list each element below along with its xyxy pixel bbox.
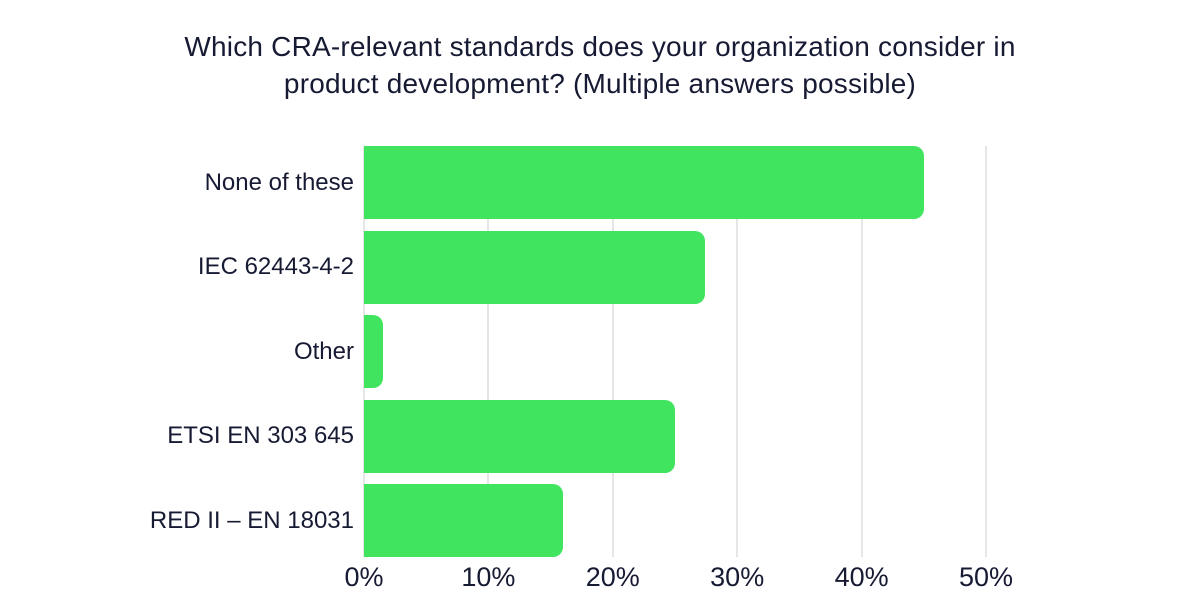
category-label-other: Other <box>293 337 354 365</box>
x-tick-label-10pct: 10% <box>461 562 516 592</box>
gridline-30pct <box>736 146 739 557</box>
gridline-40pct <box>860 146 863 557</box>
gridline-20pct <box>611 146 614 557</box>
bar-iec-62443-4-2 <box>364 230 705 304</box>
x-tick-label-40pct: 40% <box>834 562 889 592</box>
x-tick-label-0pct: 0% <box>344 562 384 592</box>
gridline-50pct <box>985 146 987 557</box>
category-labels: None of these IEC 62443-4-2 Other ETSI EN 3… <box>0 146 354 557</box>
chart-title-line-2: product development? (Multiple answers p… <box>283 68 917 99</box>
gridline-10pct <box>487 146 490 557</box>
category-label-etsi-en-303-645: ETSI EN 303 645 <box>167 422 354 449</box>
bar-red-ii-en-18031 <box>364 484 564 557</box>
x-tick-label-30pct: 30% <box>710 562 765 592</box>
category-label-iec-62443-4-2: IEC 62443-4-2 <box>197 253 354 280</box>
x-axis: 0% 10% 20% 30% 40% 50% <box>0 562 1200 596</box>
chart-title-line-1: Which CRA-relevant standards does your o… <box>184 31 1016 62</box>
x-tick-label-20pct: 20% <box>585 562 640 592</box>
category-label-red-ii-en-18031: RED II – EN 18031 <box>149 506 354 534</box>
bar-other <box>364 315 383 388</box>
chart-title: Which CRA-relevant standards does your o… <box>0 28 1200 102</box>
category-label-none-of-these: None of these <box>204 168 354 196</box>
x-tick-label-50pct: 50% <box>958 562 1014 592</box>
plot-area <box>363 146 987 557</box>
bar-none-of-these <box>364 146 924 219</box>
bar-etsi-en-303-645 <box>364 399 675 473</box>
